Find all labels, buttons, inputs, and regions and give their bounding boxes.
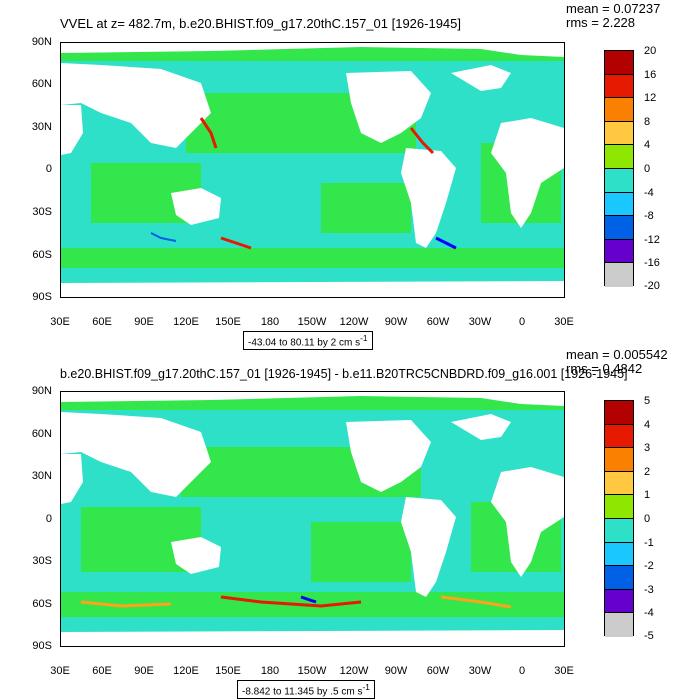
top-lon-label-0: 30E xyxy=(50,316,70,328)
bottom-cb-label-1: 4 xyxy=(644,419,651,431)
top-map-plot xyxy=(60,42,565,298)
bottom-lon-label-5: 180 xyxy=(260,665,280,677)
top-lon-label-5: 180 xyxy=(260,316,280,328)
bottom-map-title: b.e20.BHIST.f09_g17.20thC.157_01 [1926-1… xyxy=(60,367,628,381)
bottom-lon-label-11: 0 xyxy=(518,665,526,677)
bottom-lon-label-2: 90E xyxy=(134,665,154,677)
bottom-cb-label-9: -4 xyxy=(644,607,654,619)
bottom-range-label: -8.842 to 11.345 by .5 cm s-1 xyxy=(237,680,375,700)
bottom-mean-stat: mean = 0.005542 xyxy=(566,347,668,362)
bottom-map-plot xyxy=(60,391,565,647)
top-cb-label-1: 16 xyxy=(644,69,657,81)
bottom-lat-label-5: 60S xyxy=(32,598,52,610)
top-cb-label-6: -4 xyxy=(644,187,654,199)
top-lon-label-7: 120W xyxy=(339,316,369,328)
top-cb-label-4: 4 xyxy=(644,139,651,151)
top-lon-label-6: 150W xyxy=(297,316,327,328)
top-lon-label-10: 30W xyxy=(468,316,492,328)
bottom-lon-label-9: 60W xyxy=(426,665,450,677)
bottom-lat-label-6: 90S xyxy=(32,640,52,652)
bottom-lat-label-4: 30S xyxy=(32,555,52,567)
top-lat-label-4: 30S xyxy=(32,206,52,218)
bottom-lon-label-10: 30W xyxy=(468,665,492,677)
top-lat-label-3: 0 xyxy=(45,163,52,175)
bottom-cb-label-4: 1 xyxy=(644,489,651,501)
top-lat-label-6: 90S xyxy=(32,291,52,303)
bottom-rms-stat: rms = 0.4842 xyxy=(566,361,643,376)
bottom-cb-label-2: 3 xyxy=(644,442,651,454)
bottom-lat-label-0: 90N xyxy=(31,385,52,397)
bottom-map-panel: b.e20.BHIST.f09_g17.20thC.157_01 [1926-1… xyxy=(0,347,700,700)
top-lon-label-3: 120E xyxy=(173,316,199,328)
top-cb-label-5: 0 xyxy=(644,163,651,175)
bottom-cb-label-0: 5 xyxy=(644,395,651,407)
bottom-cb-label-8: -3 xyxy=(644,584,654,596)
bottom-lat-label-1: 60N xyxy=(31,428,52,440)
top-cb-label-0: 20 xyxy=(644,45,657,57)
bottom-lon-label-6: 150W xyxy=(297,665,327,677)
bottom-lon-label-1: 60E xyxy=(92,665,112,677)
bottom-cb-label-5: 0 xyxy=(644,513,651,525)
bottom-ocean-field xyxy=(61,392,564,646)
bottom-lon-label-12: 30E xyxy=(554,665,574,677)
top-range-label: -43.04 to 80.11 by 2 cm s-1 xyxy=(243,331,373,351)
top-cb-label-9: -16 xyxy=(644,257,660,269)
bottom-cb-label-10: -5 xyxy=(644,630,654,642)
top-cb-label-10: -20 xyxy=(644,280,660,292)
top-rms-stat: rms = 2.228 xyxy=(566,15,636,30)
top-lon-label-11: 0 xyxy=(518,316,526,328)
top-lat-label-5: 60S xyxy=(32,249,52,261)
top-lat-label-0: 90N xyxy=(31,36,52,48)
top-lat-label-2: 30N xyxy=(31,121,52,133)
bottom-lat-label-2: 30N xyxy=(31,470,52,482)
bottom-cb-label-6: -1 xyxy=(644,537,654,549)
bottom-lon-label-7: 120W xyxy=(339,665,369,677)
top-cb-label-3: 8 xyxy=(644,116,651,128)
bottom-lat-label-3: 0 xyxy=(45,513,52,525)
bottom-cb-label-7: -2 xyxy=(644,560,654,572)
bottom-colorbar xyxy=(604,400,634,637)
top-lon-label-12: 30E xyxy=(554,316,574,328)
top-cb-label-8: -12 xyxy=(644,234,660,246)
bottom-lon-label-3: 120E xyxy=(173,665,199,677)
top-cb-label-2: 12 xyxy=(644,92,657,104)
bottom-lon-label-4: 150E xyxy=(215,665,241,677)
top-mean-stat: mean = 0.07237 xyxy=(566,1,661,16)
top-lon-label-9: 60W xyxy=(426,316,450,328)
bottom-lon-label-8: 90W xyxy=(384,665,408,677)
top-ocean-field xyxy=(61,43,564,297)
top-lon-label-8: 90W xyxy=(384,316,408,328)
top-map-title: VVEL at z= 482.7m, b.e20.BHIST.f09_g17.2… xyxy=(60,16,462,31)
top-lon-label-2: 90E xyxy=(134,316,154,328)
top-cb-label-7: -8 xyxy=(644,210,654,222)
top-map-panel: VVEL at z= 482.7m, b.e20.BHIST.f09_g17.2… xyxy=(31,1,661,351)
top-lon-label-1: 60E xyxy=(92,316,112,328)
top-lat-label-1: 60N xyxy=(31,78,52,90)
top-lon-label-4: 150E xyxy=(215,316,241,328)
bottom-lon-label-0: 30E xyxy=(50,665,70,677)
bottom-cb-label-3: 2 xyxy=(644,466,651,478)
top-colorbar xyxy=(604,50,634,287)
